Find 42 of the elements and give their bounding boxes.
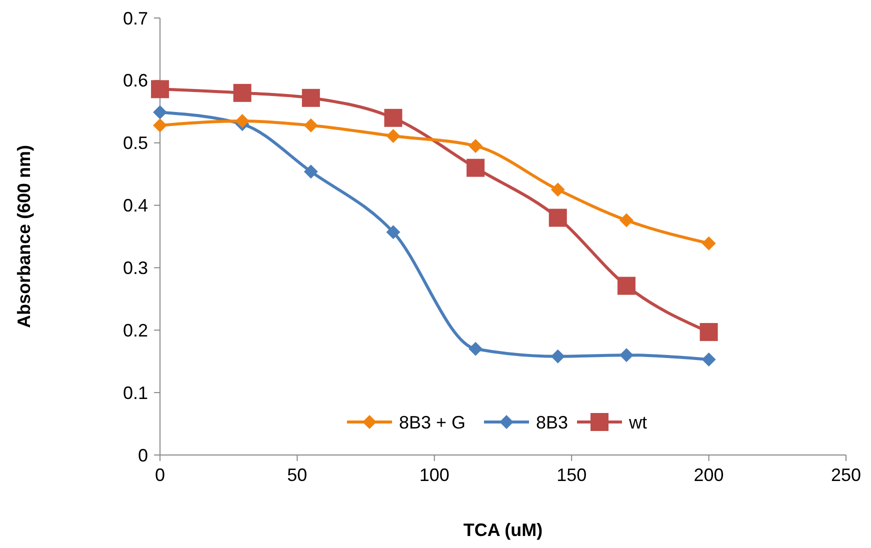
point	[468, 138, 483, 153]
point	[153, 105, 167, 120]
point	[550, 182, 565, 197]
point	[466, 158, 485, 177]
x-tick-label: 100	[419, 465, 450, 485]
point	[302, 88, 320, 107]
point	[550, 349, 565, 364]
y-tick-label: 0.1	[122, 382, 148, 403]
point	[468, 342, 483, 356]
point	[384, 108, 402, 127]
point	[153, 118, 167, 132]
legend-label: 8B3	[536, 412, 568, 432]
x-tick-label: 250	[830, 465, 862, 485]
point	[386, 225, 400, 240]
point	[700, 323, 718, 342]
x-tick-label: 0	[154, 465, 166, 485]
point	[386, 128, 400, 143]
point	[617, 276, 636, 295]
point	[702, 352, 716, 366]
point	[304, 118, 318, 132]
x-tick-label: 200	[694, 465, 724, 485]
y-tick-label: 0.2	[122, 320, 148, 340]
point	[548, 208, 567, 227]
point	[235, 114, 250, 128]
y-tick-label: 0.7	[122, 8, 148, 28]
y-tick-label: 0	[138, 445, 148, 466]
point	[233, 84, 252, 102]
point	[619, 213, 634, 228]
legend-label: wt	[628, 412, 647, 432]
legend-label: 8B3 + G	[399, 412, 466, 432]
y-tick-label: 0.5	[122, 133, 148, 154]
point	[619, 348, 634, 362]
x-axis-title: TCA (uM)	[463, 520, 543, 540]
y-tick-label: 0.4	[122, 196, 148, 216]
point	[151, 80, 169, 98]
point	[702, 236, 716, 250]
point	[304, 164, 318, 179]
x-tick-label: 50	[287, 465, 308, 485]
y-tick-label: 0.6	[122, 70, 148, 91]
y-tick-label: 0.3	[122, 258, 148, 278]
y-axis-title: Absorbance (600 nm)	[14, 144, 34, 328]
x-tick-label: 150	[556, 465, 587, 485]
